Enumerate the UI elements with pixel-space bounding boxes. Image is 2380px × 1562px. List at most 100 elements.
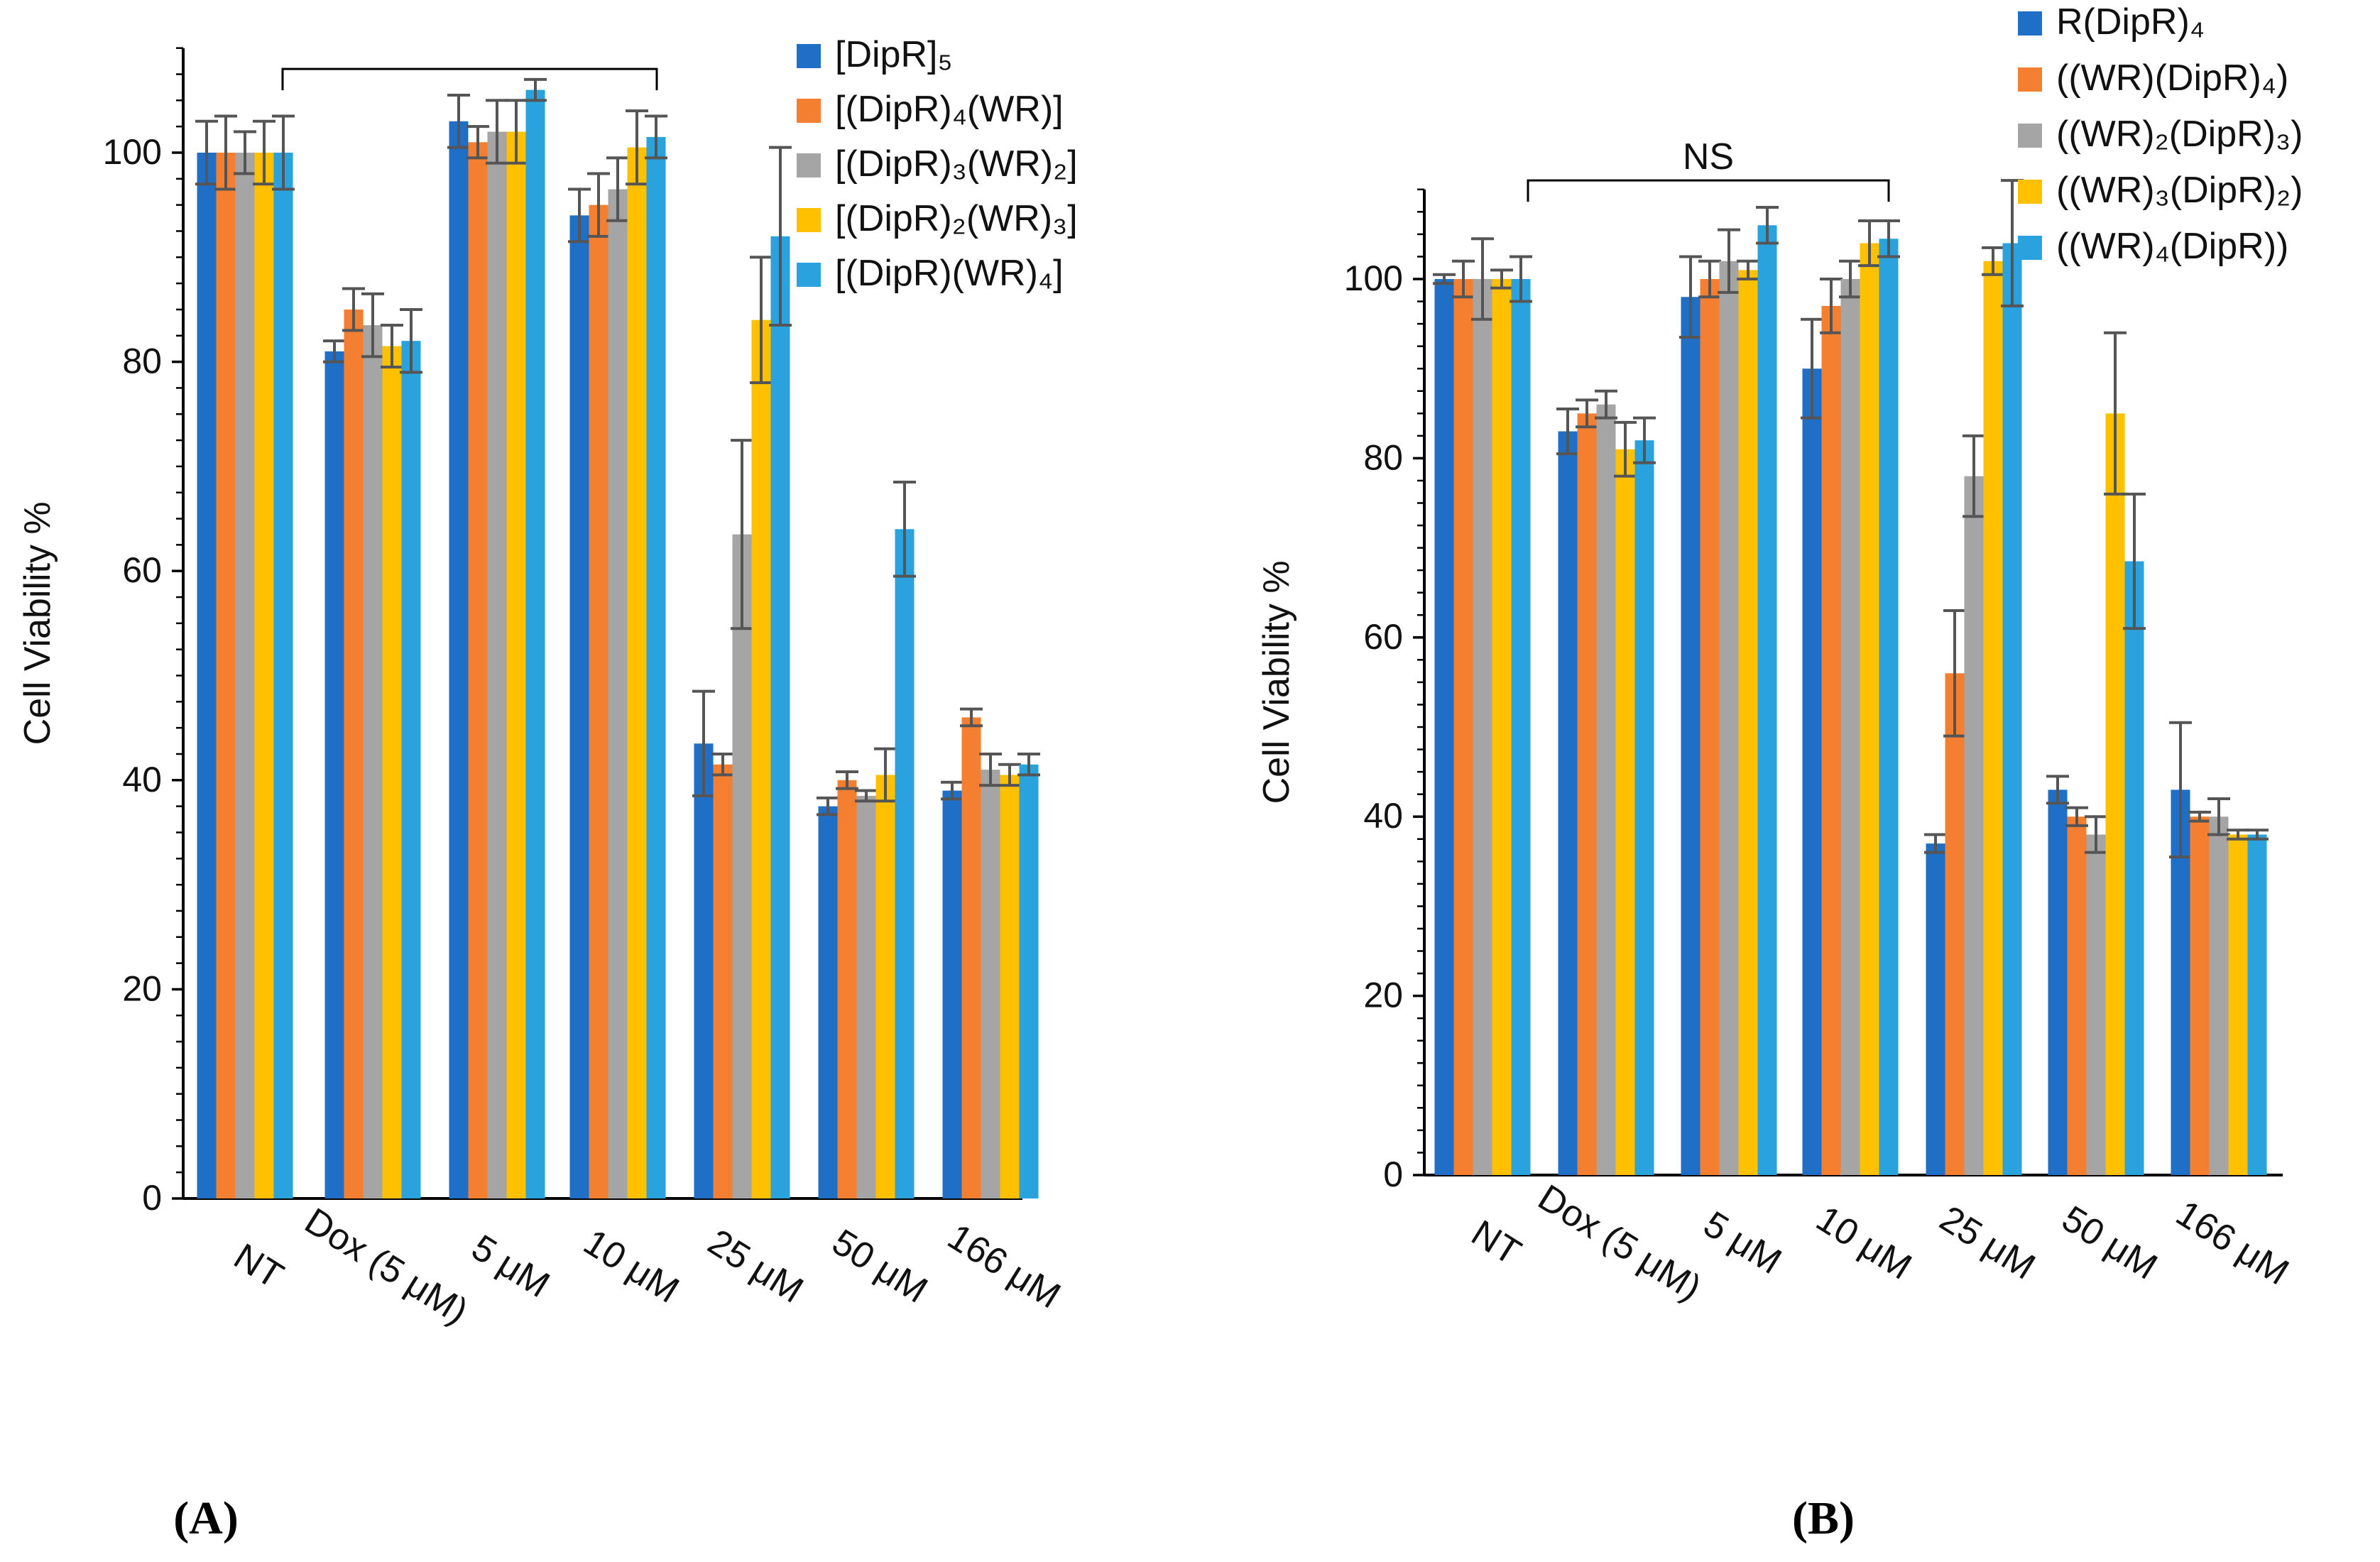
- bar: [942, 790, 962, 1198]
- legend-swatch: [797, 153, 821, 178]
- bar: [895, 529, 915, 1198]
- bar: [2002, 243, 2022, 1175]
- bar: [1700, 279, 1720, 1175]
- bar: [1615, 449, 1635, 1175]
- bar: [2086, 834, 2106, 1175]
- bar: [1434, 279, 1454, 1175]
- bar: [589, 204, 608, 1198]
- bar: [608, 189, 628, 1199]
- bar: [363, 325, 383, 1198]
- bar: [468, 142, 488, 1198]
- bar: [713, 764, 733, 1198]
- legend-swatch: [797, 99, 821, 123]
- bar: [1926, 843, 1945, 1175]
- bar: [525, 89, 545, 1199]
- bar: [961, 717, 981, 1198]
- bar: [981, 770, 1000, 1198]
- bar: [1596, 404, 1616, 1176]
- bar: [2067, 816, 2087, 1175]
- bar: [1492, 279, 1512, 1175]
- legend-label: ((WR)₂(DipR)₃): [2056, 114, 2303, 155]
- bar: [1757, 225, 1777, 1175]
- bar: [506, 131, 526, 1198]
- bar: [487, 131, 507, 1198]
- bar: [197, 153, 217, 1198]
- bar: [1453, 279, 1473, 1175]
- legend-swatch: [2018, 67, 2042, 92]
- y-tick-label: 100: [1344, 258, 1403, 298]
- y-tick-label: 40: [1363, 796, 1403, 836]
- legend-swatch: [2018, 236, 2042, 260]
- y-tick-label: 100: [103, 132, 162, 172]
- y-tick-label: 0: [1383, 1154, 1403, 1194]
- legend-swatch: [797, 208, 821, 232]
- bar: [254, 153, 274, 1198]
- legend-label: [(DipR)₃(WR)₂]: [835, 143, 1078, 185]
- y-axis-label: Cell Viability %: [1256, 560, 1297, 804]
- y-axis-label: Cell Viability %: [17, 501, 58, 745]
- significance-bracket: [281, 67, 658, 91]
- bar: [1879, 239, 1899, 1176]
- bar: [1511, 279, 1531, 1175]
- y-tick-label: 20: [1363, 976, 1403, 1015]
- bar: [818, 806, 838, 1198]
- bar: [2105, 413, 2125, 1175]
- bar: [1558, 431, 1578, 1175]
- legend-label: ((WR)₄(DipR)): [2056, 226, 2288, 267]
- significance-bracket: [1527, 179, 1890, 202]
- bar: [1634, 440, 1654, 1176]
- bar: [2209, 816, 2229, 1175]
- bar: [837, 780, 857, 1198]
- y-tick-label: 20: [122, 968, 162, 1008]
- bar: [1840, 279, 1860, 1175]
- bar: [1019, 764, 1039, 1198]
- bar: [401, 341, 421, 1198]
- bar: [1945, 673, 1965, 1175]
- bar: [2247, 834, 2267, 1175]
- bar: [569, 215, 589, 1198]
- bar: [216, 153, 236, 1198]
- bar: [1681, 297, 1701, 1175]
- bar: [382, 346, 402, 1198]
- y-tick-label: 80: [122, 342, 162, 381]
- bar: [2124, 561, 2144, 1175]
- bar: [273, 153, 293, 1198]
- y-tick-label: 60: [122, 550, 162, 590]
- bar: [770, 236, 790, 1199]
- legend-label: ((WR)₃(DipR)₂): [2056, 170, 2303, 211]
- bar: [449, 121, 469, 1198]
- bar: [751, 320, 771, 1199]
- y-tick-label: 0: [142, 1178, 162, 1218]
- panel-label: (B): [1792, 1492, 1855, 1544]
- legend-swatch: [797, 263, 821, 287]
- legend-label: ((WR)(DipR)₄): [2056, 58, 2288, 99]
- legend-swatch: [2018, 124, 2042, 148]
- bar: [1719, 261, 1739, 1175]
- legend-label: [DipR]₅: [835, 34, 952, 75]
- bar: [627, 147, 647, 1198]
- bar: [1821, 305, 1841, 1175]
- legend-label: [(DipR)₄(WR)]: [835, 89, 1064, 130]
- bar: [2048, 790, 2068, 1175]
- bar: [235, 153, 255, 1198]
- y-tick-label: 40: [122, 760, 162, 799]
- y-tick-label: 60: [1363, 617, 1403, 657]
- bar: [344, 309, 364, 1199]
- bar: [2190, 816, 2210, 1175]
- bar: [1860, 243, 1879, 1175]
- legend-swatch: [797, 44, 821, 68]
- y-tick-label: 80: [1363, 437, 1403, 477]
- bar: [646, 136, 666, 1198]
- bar: [2228, 834, 2248, 1175]
- bar: [1473, 279, 1492, 1175]
- legend-label: [(DipR)(WR)₄]: [835, 253, 1064, 294]
- bar: [1983, 261, 2003, 1175]
- bar: [875, 775, 895, 1198]
- legend-swatch: [2018, 11, 2042, 36]
- legend-label: [(DipR)₂(WR)₃]: [835, 198, 1078, 239]
- bar: [324, 351, 344, 1198]
- bar: [732, 534, 752, 1198]
